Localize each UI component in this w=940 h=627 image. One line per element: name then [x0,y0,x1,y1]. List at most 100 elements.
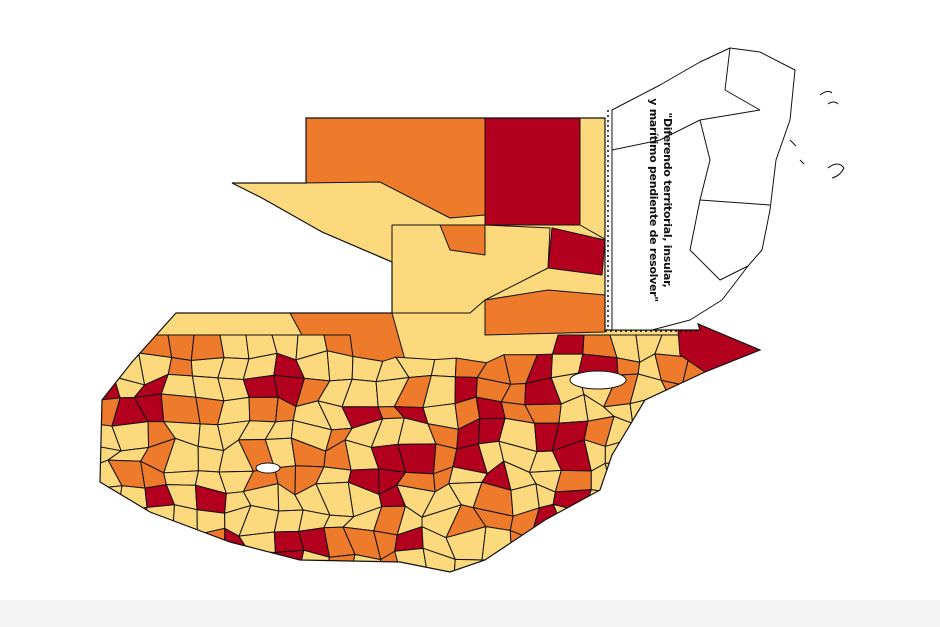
municipality [709,484,745,516]
municipality [117,506,148,541]
municipality [743,378,760,402]
bottom-strip [0,600,940,627]
municipality [604,460,642,494]
municipality [242,374,279,398]
belize: "Diferendo territorial, insular, y marít… [605,47,845,332]
municipality [712,510,745,531]
municipality [143,504,175,541]
municipality [167,533,200,561]
municipality [163,470,199,486]
municipality [167,356,193,377]
municipality [719,383,747,408]
municipality [552,503,593,530]
municipality [663,469,691,492]
municipality [481,526,513,561]
municipality [688,438,723,471]
municipality [160,393,201,425]
municipality [111,530,149,561]
district-line [724,47,761,111]
municipality [100,510,120,534]
municipality [196,527,226,563]
region [391,224,551,314]
municipality [603,506,637,533]
municipality [551,334,585,355]
municipality [661,551,689,572]
municipality [630,423,659,448]
municipality [509,529,531,560]
municipality [656,394,695,427]
municipality [117,485,148,514]
municipality [738,510,760,534]
municipality [635,550,666,572]
municipality [716,421,740,443]
municipality [609,527,637,554]
municipality [681,383,723,408]
municipality-cells [100,334,760,572]
municipality [167,334,195,362]
municipality [556,552,586,572]
municipality [100,376,121,402]
municipality [714,438,747,469]
municipality [745,350,760,386]
municipality [219,334,250,360]
municipality [245,551,276,572]
municipality [505,555,533,572]
annotation-line: "Diferendo territorial, insular, [661,113,674,288]
municipality [656,418,690,448]
municipality [584,528,613,560]
municipality [713,555,748,572]
municipality [141,556,169,572]
municipality [635,482,665,508]
district-line [611,109,761,151]
municipality [100,356,115,380]
municipality [167,558,200,572]
municipality [100,485,123,514]
municipality [654,504,685,539]
islands [789,90,845,179]
lake-izabal [569,370,627,390]
municipality [638,460,670,493]
municipality [248,396,279,423]
municipality [735,484,760,512]
municipality [680,512,720,539]
municipality [394,547,429,572]
municipality [739,554,760,572]
municipality [583,508,613,533]
municipality [684,551,717,572]
municipality [556,525,593,560]
municipality [738,441,760,469]
region [547,227,606,276]
municipality [628,527,667,560]
municipality [709,465,747,491]
municipality [609,550,637,572]
district-line [699,119,771,206]
municipality [680,489,714,516]
municipality [430,357,457,378]
municipality [664,536,686,560]
municipality [143,538,173,561]
municipality [657,444,691,472]
municipality [100,334,117,364]
municipality [583,552,611,572]
municipality [326,350,354,382]
annotation-line: y marítimo pendiente de resolver" [647,98,660,301]
municipality [219,551,250,572]
municipality [100,554,117,572]
municipality [738,529,760,557]
municipality [190,334,225,362]
municipality [193,558,225,572]
municipality [526,525,564,557]
municipality [603,491,640,510]
municipality [732,399,760,428]
municipality [680,465,716,492]
municipality [684,418,723,446]
municipality [628,504,667,538]
district-line [689,199,749,281]
region [439,224,486,256]
municipality [526,552,559,572]
municipality [554,469,592,493]
municipality [479,558,513,572]
municipality [684,405,723,423]
